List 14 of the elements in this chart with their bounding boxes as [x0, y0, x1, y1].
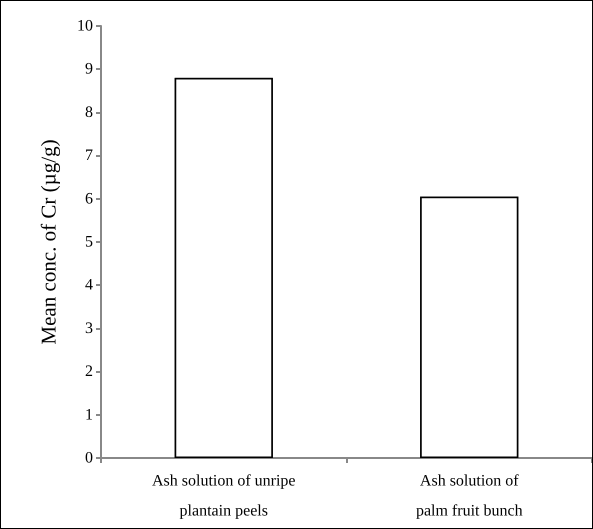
y-tick-label: 8: [85, 104, 93, 121]
y-tick-label: 5: [85, 234, 93, 250]
y-tick-label: 4: [85, 276, 93, 294]
y-tick-label: 2: [85, 363, 93, 380]
y-tick-label: 1: [85, 406, 93, 424]
x-tick-label: Ash solution of palm fruit bunch: [416, 472, 523, 520]
y-tick-label: 9: [85, 60, 93, 78]
y-tick-label: 3: [85, 320, 93, 337]
x-tick-label: Ash solution of unripe plantain peels: [152, 472, 296, 520]
y-tick-label: 7: [85, 147, 93, 164]
y-tick-label: 10: [77, 18, 93, 34]
y-tick-label: 6: [85, 190, 93, 208]
y-tick-label: 0: [85, 450, 93, 466]
y-axis-title: Mean conc. of Cr (µg/g): [36, 139, 60, 345]
